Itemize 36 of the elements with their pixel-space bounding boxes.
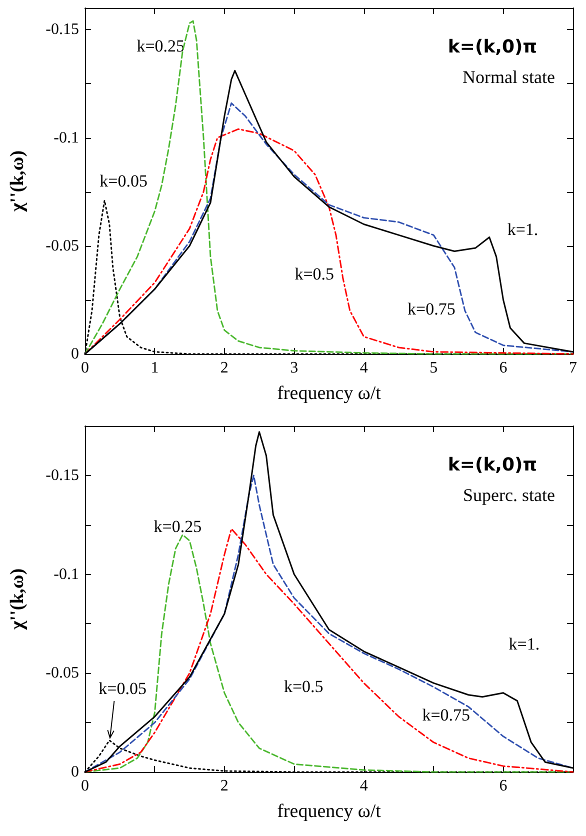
series-label: k=0.75 xyxy=(408,300,456,319)
x-axis-title: frequency ω/t xyxy=(277,801,382,822)
x-tick-label: 2 xyxy=(220,778,228,794)
series-label: k=0.05 xyxy=(100,172,148,190)
y-tick-label: -0.1 xyxy=(54,566,79,583)
y-tick-label: -0.15 xyxy=(46,466,79,484)
y-tick-label: -0.05 xyxy=(46,664,79,682)
annotation: Superc. state xyxy=(463,485,556,505)
x-tick-label: 4 xyxy=(360,778,368,794)
annotation: Normal state xyxy=(462,67,556,87)
series-label: k=0.5 xyxy=(294,264,334,284)
series-label: k=0.75 xyxy=(422,705,470,724)
x-tick-label: 5 xyxy=(430,360,438,376)
y-tick-label: -0.05 xyxy=(46,237,79,254)
y-tick-label: -0.1 xyxy=(54,129,79,146)
x-tick-label: 2 xyxy=(220,360,228,376)
annotation: k=(k,0)π xyxy=(448,36,537,58)
y-axis-title: χ''(k,ω) xyxy=(7,150,28,213)
y-tick-label: 0 xyxy=(71,346,79,362)
series-label: k=0.25 xyxy=(136,36,185,56)
x-tick-label: 4 xyxy=(360,360,368,376)
annotation: k=(k,0)π xyxy=(448,454,537,476)
x-axis-title: frequency ω/t xyxy=(277,383,382,404)
series-label: k=0.5 xyxy=(284,677,324,696)
text: k=1. xyxy=(508,634,540,654)
series-label: k=0.25 xyxy=(154,516,202,536)
x-tick-label: 6 xyxy=(499,778,508,794)
text: k=0.05 xyxy=(98,679,146,698)
series-label: k=1. xyxy=(507,220,538,239)
y-axis-title: χ''(k,ω) xyxy=(7,568,28,631)
y-tick-label: 0 xyxy=(71,764,79,780)
y-tick-label: -0.15 xyxy=(46,21,79,38)
x-tick-label: 6 xyxy=(499,360,508,376)
x-tick-label: 7 xyxy=(569,360,577,376)
x-tick-label: 3 xyxy=(290,360,298,376)
x-tick-label: 1 xyxy=(150,360,159,376)
